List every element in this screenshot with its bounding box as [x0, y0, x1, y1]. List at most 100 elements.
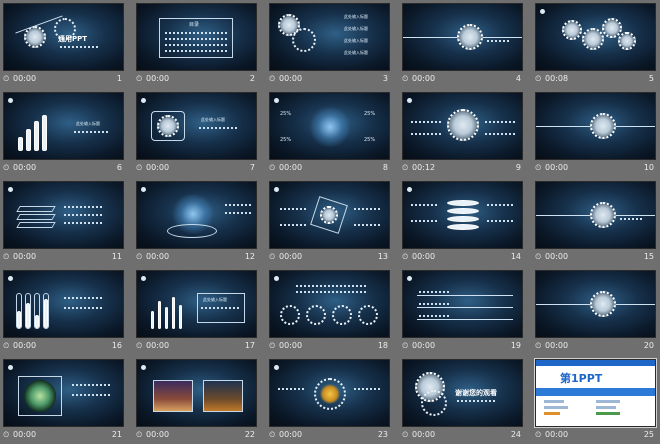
slide-thumbnail[interactable] [3, 270, 124, 338]
slide-number: 12 [244, 252, 255, 261]
slide-15[interactable]: ⏲ 00:00 15 [532, 178, 656, 266]
slide-thumbnail[interactable] [535, 92, 656, 160]
clock-icon: ⏲ [136, 163, 143, 172]
slide-21[interactable]: ⏲ 00:00 21 [0, 356, 124, 444]
slide-thumbnail[interactable] [136, 181, 257, 249]
slide-number: 2 [249, 74, 255, 83]
slide-number: 14 [510, 252, 521, 261]
clock-icon: ⏲ [136, 74, 143, 83]
clock-icon: ⏲ [3, 252, 10, 261]
slide-10[interactable]: ⏲ 00:00 10 [532, 89, 656, 177]
slide-number: 1 [116, 74, 122, 83]
clock-icon: ⏲ [402, 252, 409, 261]
slide-number: 16 [111, 341, 122, 350]
slide-number: 6 [116, 163, 122, 172]
slide-16[interactable]: ⏲ 00:00 16 [0, 267, 124, 355]
clock-icon: ⏲ [269, 430, 276, 439]
slide-thumbnail[interactable] [535, 3, 656, 71]
slide-number: 4 [515, 74, 521, 83]
slide-number: 3 [382, 74, 388, 83]
clock-icon: ⏲ [535, 74, 542, 83]
clock-icon: ⏲ [3, 430, 10, 439]
slide-thumbnail[interactable]: 谢谢您的观看 [402, 359, 523, 427]
clock-icon: ⏲ [402, 74, 409, 83]
slide-thumbnail[interactable] [402, 92, 523, 160]
slide-number: 19 [510, 341, 521, 350]
slide-number: 15 [643, 252, 654, 261]
slide-2[interactable]: 目录 ⏲ 00:00 2 [133, 0, 257, 88]
clock-icon: ⏲ [136, 341, 143, 350]
slide-number: 17 [244, 341, 255, 350]
slide-13[interactable]: ⏲ 00:00 13 [266, 178, 390, 266]
slide-20[interactable]: ⏲ 00:00 20 [532, 267, 656, 355]
slide-3[interactable]: 此处输入标题 此处输入标题 此处输入标题 此处输入标题 ⏲ 00:00 3 [266, 0, 390, 88]
clock-icon: ⏲ [3, 163, 10, 172]
slide-9[interactable]: ⏲ 00:12 9 [399, 89, 523, 177]
slide-thumbnail[interactable]: 此处输入标题 此处输入标题 此处输入标题 此处输入标题 [269, 3, 390, 71]
clock-icon: ⏲ [269, 252, 276, 261]
slide-thumbnail[interactable]: 此处输入标题 [136, 270, 257, 338]
slide-thumbnail[interactable]: 25% 25% 25% 25% [269, 92, 390, 160]
slide-number: 22 [244, 430, 255, 439]
slide-number: 20 [643, 341, 654, 350]
slide-6[interactable]: 此处输入标题 ⏲ 00:00 6 [0, 89, 124, 177]
slide-22[interactable]: ⏲ 00:00 22 [133, 356, 257, 444]
slide-number: 8 [382, 163, 388, 172]
clock-icon: ⏲ [3, 341, 10, 350]
slide-thumbnail[interactable] [269, 359, 390, 427]
slide-8[interactable]: 25% 25% 25% 25% ⏲ 00:00 8 [266, 89, 390, 177]
clock-icon: ⏲ [535, 430, 542, 439]
clock-icon: ⏲ [402, 163, 409, 172]
slide-24[interactable]: 谢谢您的观看 ⏲ 00:00 24 [399, 356, 523, 444]
slide-number: 21 [111, 430, 122, 439]
slide-23[interactable]: ⏲ 00:00 23 [266, 356, 390, 444]
slide-thumbnail[interactable]: 此处输入标题 [3, 92, 124, 160]
slide-number: 10 [643, 163, 654, 172]
clock-icon: ⏲ [535, 341, 542, 350]
slide-thumbnail[interactable] [535, 181, 656, 249]
slide-thumbnail[interactable]: 第1PPT [534, 358, 657, 428]
slide-11[interactable]: ⏲ 00:00 11 [0, 178, 124, 266]
slide-number: 25 [643, 430, 654, 439]
slide-thumbnail[interactable] [402, 181, 523, 249]
slide-18[interactable]: ⏲ 00:00 18 [266, 267, 390, 355]
clock-icon: ⏲ [269, 163, 276, 172]
slide-12[interactable]: ⏲ 00:00 12 [133, 178, 257, 266]
slide-25[interactable]: 第1PPT ⏲ 00:00 25 [532, 356, 657, 444]
slide-thumbnail[interactable]: 通用PPT [3, 3, 124, 71]
slide-number: 5 [648, 74, 654, 83]
slide-number: 18 [377, 341, 388, 350]
clock-icon: ⏲ [535, 163, 542, 172]
slide-thumbnail[interactable]: 目录 [136, 3, 257, 71]
slide-thumbnail[interactable] [402, 3, 523, 71]
slide-17[interactable]: 此处输入标题 ⏲ 00:00 17 [133, 267, 257, 355]
slide-19[interactable]: ⏲ 00:00 19 [399, 267, 523, 355]
slide-thumbnail[interactable] [402, 270, 523, 338]
slide-thumbnail[interactable] [535, 270, 656, 338]
clock-icon: ⏲ [136, 252, 143, 261]
slide-number: 11 [111, 252, 122, 261]
slide-number: 13 [377, 252, 388, 261]
slide-1[interactable]: 通用PPT ⏲ 00:00 1 [0, 0, 124, 88]
slide-5[interactable]: ⏲ 00:08 5 [532, 0, 656, 88]
clock-icon: ⏲ [402, 430, 409, 439]
slide-number: 23 [377, 430, 388, 439]
clock-icon: ⏲ [535, 252, 542, 261]
clock-icon: ⏲ [136, 430, 143, 439]
slide-thumbnail[interactable] [3, 359, 124, 427]
slide-number: 9 [515, 163, 521, 172]
slide-thumbnail[interactable] [269, 270, 390, 338]
slide-7[interactable]: 此处输入标题 ⏲ 00:00 7 [133, 89, 257, 177]
slide-thumbnail[interactable]: 此处输入标题 [136, 92, 257, 160]
slide-number: 7 [249, 163, 255, 172]
slide-thumbnail[interactable] [3, 181, 124, 249]
clock-icon: ⏲ [3, 74, 10, 83]
slide-thumbnail[interactable] [136, 359, 257, 427]
clock-icon: ⏲ [269, 74, 276, 83]
slide-4[interactable]: ⏲ 00:00 4 [399, 0, 523, 88]
slide-number: 24 [510, 430, 521, 439]
clock-icon: ⏲ [269, 341, 276, 350]
slide-14[interactable]: ⏲ 00:00 14 [399, 178, 523, 266]
slide-thumbnail[interactable] [269, 181, 390, 249]
